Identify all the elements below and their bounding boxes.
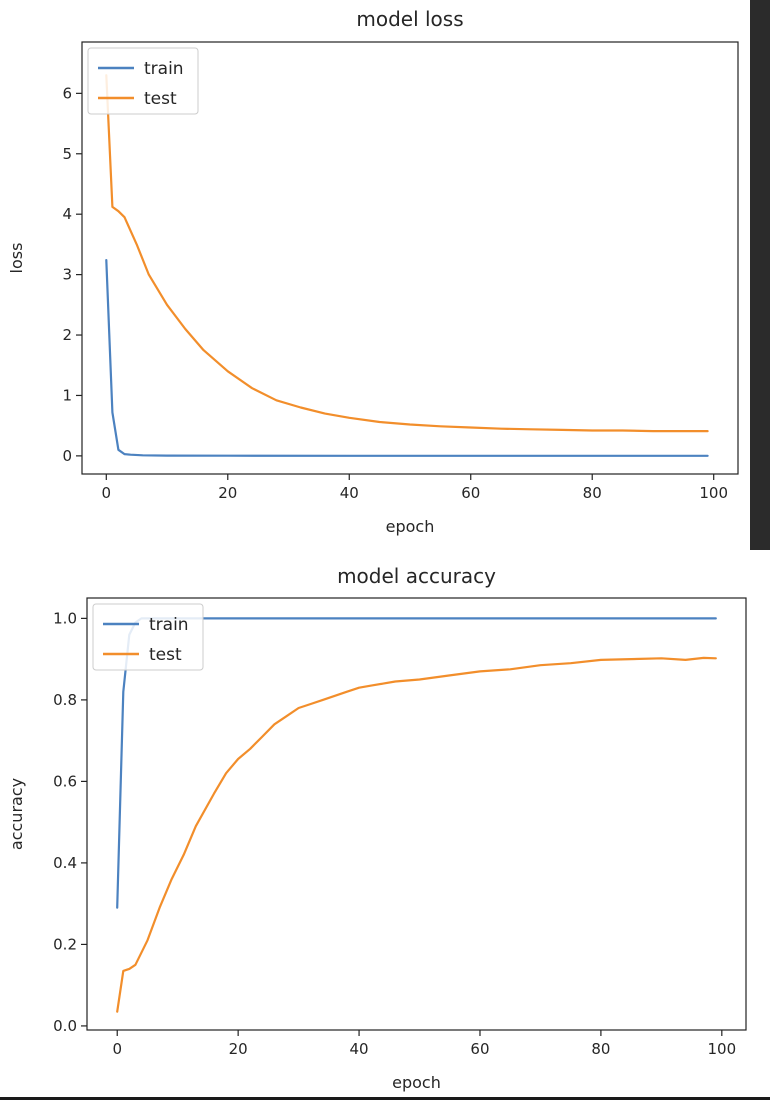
y-tick-label: 5 [62, 145, 72, 163]
x-tick-label: 0 [112, 1040, 122, 1058]
x-tick-label: 80 [583, 484, 602, 502]
x-tick-label: 100 [699, 484, 728, 502]
y-tick-label: 0.8 [53, 691, 77, 709]
series-line-test [105, 74, 709, 433]
bottom-border [0, 1097, 770, 1100]
x-tick-label: 40 [350, 1040, 369, 1058]
x-tick-label: 100 [707, 1040, 736, 1058]
series-line-test [116, 656, 717, 1013]
series-line-train [105, 259, 709, 457]
loss-chart: model loss 0 20 40 60 80 100 0 1 2 3 4 5 6 epoch loss tr… [7, 7, 739, 536]
y-tick-label: 6 [62, 84, 72, 102]
accuracy-chart: model accuracy 0 20 40 60 80 100 0.0 0.2 0.4 0.6 0.… [7, 564, 747, 1092]
legend-label-train: train [149, 615, 189, 635]
x-tick-label: 0 [102, 484, 112, 502]
y-tick-label: 0.4 [53, 854, 77, 872]
y-tick-label: 0 [62, 447, 72, 465]
legend-label-train: train [144, 59, 184, 79]
legend [87, 47, 199, 115]
x-axis-label: epoch [392, 1073, 441, 1092]
x-tick-label: 20 [218, 484, 237, 502]
y-tick-label: 0.0 [53, 1017, 77, 1035]
x-tick-label: 20 [229, 1040, 248, 1058]
y-tick-label: 2 [62, 326, 72, 344]
series-line-train [116, 617, 717, 909]
y-tick-label: 1.0 [53, 609, 77, 627]
x-tick-label: 60 [470, 1040, 489, 1058]
y-axis-label: loss [7, 243, 26, 274]
x-tick-label: 80 [591, 1040, 610, 1058]
x-tick-label: 60 [461, 484, 480, 502]
x-tick-label: 40 [340, 484, 359, 502]
y-axis-label: accuracy [7, 778, 26, 850]
scrollbar[interactable] [750, 0, 770, 550]
chart-title: model loss [356, 7, 463, 31]
plot-frame [86, 597, 747, 1031]
legend-label-test: test [149, 645, 182, 665]
y-tick-label: 1 [62, 386, 72, 404]
legend [92, 603, 204, 671]
y-tick-label: 4 [62, 205, 72, 223]
legend-label-test: test [144, 89, 177, 109]
y-tick-label: 0.2 [53, 935, 77, 953]
chart-title: model accuracy [337, 564, 496, 588]
y-tick-label: 3 [62, 266, 72, 284]
y-tick-label: 0.6 [53, 772, 77, 790]
x-axis-label: epoch [386, 517, 435, 536]
plot-frame [81, 41, 739, 475]
